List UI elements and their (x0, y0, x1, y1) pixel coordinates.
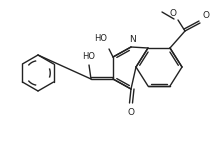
Text: HO: HO (82, 52, 95, 61)
Text: HO: HO (95, 34, 108, 43)
Text: O: O (203, 11, 210, 20)
Text: O: O (127, 108, 134, 117)
Text: N: N (129, 35, 135, 44)
Text: O: O (169, 9, 176, 18)
